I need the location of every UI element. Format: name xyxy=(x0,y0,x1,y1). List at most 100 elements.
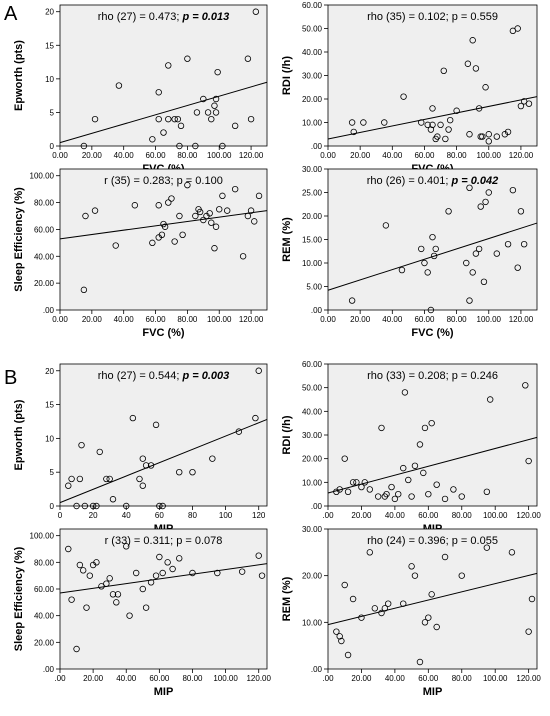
data-point xyxy=(200,95,207,103)
x-tick-label: .00 xyxy=(322,674,334,683)
data-point xyxy=(176,212,183,220)
x-tick-label: 80.00 xyxy=(177,151,198,160)
y-axis-label: REM (%) xyxy=(281,576,293,621)
x-tick-label: 20.00 xyxy=(350,151,371,160)
data-point xyxy=(206,210,213,217)
data-point xyxy=(472,65,480,72)
data-point xyxy=(493,250,501,257)
data-point xyxy=(466,131,473,138)
data-point xyxy=(445,208,452,215)
y-tick-label: 5 xyxy=(50,108,55,117)
stat-text: r (33) = 0.311; p = 0.078 xyxy=(105,535,223,547)
data-point xyxy=(176,468,183,476)
data-point xyxy=(252,8,260,15)
y-axis-label: Epworth (pts) xyxy=(13,399,25,470)
data-point xyxy=(258,572,266,579)
data-point xyxy=(103,580,110,587)
data-point xyxy=(235,428,243,435)
y-tick-label: 30.00 xyxy=(302,431,323,440)
data-point xyxy=(115,82,123,89)
data-point xyxy=(437,121,444,129)
y-tick-label: .00 xyxy=(311,502,323,511)
stat-text: rho (27) = 0.473; xyxy=(98,11,183,23)
data-point xyxy=(193,109,201,116)
data-point xyxy=(483,488,491,495)
y-tick-label: 20.00 xyxy=(302,212,323,221)
data-point xyxy=(131,202,139,209)
data-point xyxy=(86,572,94,579)
data-point xyxy=(76,561,84,569)
x-tick-label: 0.00 xyxy=(320,315,336,324)
chart-B1: 02040608010012005101520MIPEpworth (pts)r… xyxy=(13,363,268,535)
x-tick-label: 20.00 xyxy=(351,511,372,520)
data-point xyxy=(212,95,220,103)
data-point xyxy=(214,569,221,577)
stat-text: rho (33) = 0.208; p = 0.246 xyxy=(367,370,498,382)
x-tick-label: 100.00 xyxy=(477,151,502,160)
y-tick-label: 40.00 xyxy=(34,252,55,261)
data-point xyxy=(80,142,88,150)
data-point xyxy=(184,181,191,189)
data-point xyxy=(509,186,517,194)
chart-A4: 0.00 20.00 40.00 60.00 80.00 100.00 120.00 .00 5… xyxy=(281,165,538,339)
data-point xyxy=(112,242,119,249)
data-point xyxy=(427,126,435,133)
data-point xyxy=(353,479,360,486)
stat-text: r (35) = 0.283; p = 0.100 xyxy=(104,175,223,187)
y-tick-label: 10.00 xyxy=(302,259,323,268)
data-point xyxy=(344,651,352,659)
data-point xyxy=(440,67,447,74)
plot-area xyxy=(327,168,538,311)
data-point xyxy=(400,464,407,472)
y-tick-label: 15 xyxy=(45,41,54,50)
y-tick-label: 5.00 xyxy=(306,283,322,292)
data-point xyxy=(76,475,84,483)
plot-area xyxy=(327,4,538,147)
y-tick-label: .00 xyxy=(311,142,323,151)
data-point xyxy=(106,575,113,582)
y-tick-label: .00 xyxy=(43,306,55,315)
x-tick-label: 60.00 xyxy=(418,674,439,683)
x-tick-label: 20.00 xyxy=(83,674,104,683)
data-point xyxy=(366,486,373,493)
data-point xyxy=(184,55,191,62)
y-tick-label: 30.00 xyxy=(302,72,323,81)
data-point xyxy=(433,623,440,631)
data-point xyxy=(139,482,146,489)
data-point xyxy=(149,239,156,247)
data-point xyxy=(244,212,252,220)
x-tick-label: 80.00 xyxy=(177,315,198,324)
y-tick-label: 20 xyxy=(45,367,54,376)
data-point xyxy=(525,100,533,107)
data-point xyxy=(147,579,155,586)
data-point xyxy=(384,600,392,607)
data-point xyxy=(391,495,399,503)
data-point xyxy=(171,238,178,245)
y-tick-label: 0 xyxy=(50,502,55,511)
data-point xyxy=(83,604,90,611)
data-point xyxy=(479,133,486,140)
x-tick-label: 80.00 xyxy=(182,674,203,683)
data-point xyxy=(442,135,449,143)
data-point xyxy=(142,462,150,469)
y-tick-label: 20.00 xyxy=(34,279,55,288)
data-point xyxy=(336,633,343,640)
regression-line xyxy=(59,563,268,594)
x-tick-label: 60.00 xyxy=(146,151,167,160)
data-point xyxy=(238,568,246,575)
chart-A2: 0.00 20.00 40.00 60.00 80.00 100.00 120.00 .00 1… xyxy=(281,1,538,175)
y-tick-label: 40.00 xyxy=(302,48,323,57)
x-axis-label: FVC (%) xyxy=(142,327,185,339)
data-point xyxy=(208,219,215,226)
data-point xyxy=(441,553,449,561)
data-point xyxy=(165,199,172,206)
data-point xyxy=(211,102,218,109)
data-point xyxy=(174,115,182,123)
data-point xyxy=(223,207,231,214)
data-point xyxy=(358,614,365,621)
data-point xyxy=(123,502,130,510)
data-point xyxy=(158,231,166,238)
x-tick-label: 0.00 xyxy=(52,315,68,324)
x-tick-label: 60.00 xyxy=(149,674,170,683)
